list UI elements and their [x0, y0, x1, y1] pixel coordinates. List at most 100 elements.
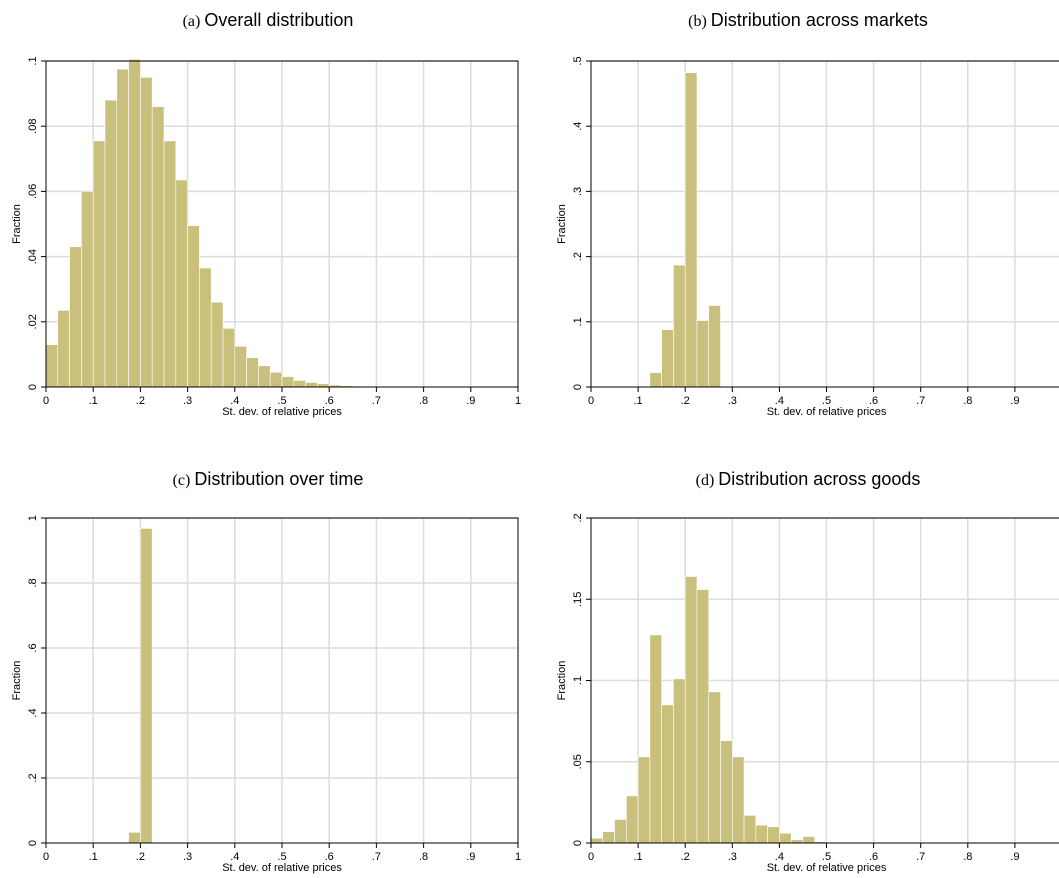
panel-title: (c) Distribution over time: [173, 469, 364, 489]
x-tick-label: .1: [89, 395, 98, 407]
x-tick-label: 0: [588, 395, 594, 407]
y-tick-label: .2: [572, 513, 584, 522]
x-tick-label: .4: [230, 851, 239, 863]
histogram-bar: [590, 837, 604, 844]
y-tick-label: .06: [27, 184, 39, 199]
histogram-bar: [128, 831, 141, 844]
panel-a: (a) Overall distribution 0 .1 .2 .3 .4 .5 .6 .7.…: [11, 10, 521, 418]
histogram-bar: [281, 376, 295, 388]
x-axis-label: St. dev. of relative prices: [222, 406, 342, 418]
histogram-bar: [673, 264, 686, 388]
histogram-bar: [731, 756, 745, 844]
x-tick-label: .4: [775, 851, 784, 863]
x-tick-label: .7: [372, 851, 381, 863]
x-axis-label: St. dev. of relative prices: [767, 862, 887, 874]
y-tick-label: .08: [27, 119, 39, 134]
x-tick-label: 0: [43, 395, 49, 407]
x-tick-label: .9: [466, 395, 475, 407]
panel-title-text: Distribution across markets: [711, 10, 928, 30]
y-axis-label: Fraction: [11, 661, 23, 701]
histogram-bar: [720, 740, 733, 844]
histogram-bar: [92, 140, 106, 388]
y-tick-label: 1: [27, 515, 39, 521]
x-tick-label: .5: [277, 395, 286, 407]
histogram-bar: [661, 329, 674, 388]
histogram-bar: [128, 59, 141, 388]
x-tick-label: .5: [277, 851, 286, 863]
y-tick-label: .4: [27, 708, 39, 717]
x-tick-label: .4: [230, 395, 239, 407]
panel-title: (d) Distribution across goods: [696, 469, 921, 489]
histogram-bar: [767, 826, 780, 844]
histogram-bar: [755, 824, 768, 844]
x-tick-label: .8: [419, 395, 428, 407]
x-tick-label: .8: [419, 851, 428, 863]
histogram-bar: [696, 589, 710, 844]
histogram-bar: [187, 225, 200, 388]
x-tick-label: .2: [136, 395, 145, 407]
histogram-bar: [140, 528, 153, 844]
histogram-bar: [258, 365, 271, 388]
y-tick-label: 0: [572, 384, 584, 390]
histogram-bar: [661, 704, 674, 844]
histogram-bar: [246, 357, 259, 388]
x-axis-label: St. dev. of relative prices: [222, 862, 342, 874]
y-tick-label: .1: [572, 676, 584, 685]
histogram-bar: [199, 267, 212, 388]
x-tick-label: .1: [89, 851, 98, 863]
x-tick-label: 1: [515, 395, 521, 407]
y-tick-label: .2: [572, 252, 584, 261]
y-tick-label: .2: [27, 773, 39, 782]
histogram-bar: [104, 99, 118, 388]
x-tick-label: .6: [869, 851, 878, 863]
histogram-bar: [649, 634, 662, 844]
histogram-bar: [673, 678, 686, 844]
histogram-bar: [708, 305, 721, 388]
histogram-bar: [684, 72, 698, 388]
panel-title-text: Distribution over time: [194, 469, 363, 489]
y-tick-label: .3: [572, 187, 584, 196]
y-tick-label: .4: [572, 122, 584, 131]
y-tick-label: 0: [572, 840, 584, 846]
panel-title-text: Overall distribution: [204, 10, 353, 30]
y-tick-label: 0: [27, 384, 39, 390]
histogram-bar: [779, 832, 792, 844]
histogram-bar: [116, 68, 129, 388]
x-tick-label: 0: [588, 851, 594, 863]
panel-letter: (b): [688, 13, 711, 30]
x-tick-label: .9: [1010, 851, 1019, 863]
panel-title: (a) Overall distribution: [183, 10, 354, 30]
histogram-bar: [602, 831, 615, 844]
y-tick-label: .05: [572, 754, 584, 769]
y-axis-label: Fraction: [556, 204, 568, 244]
histogram-bar: [649, 372, 662, 388]
x-tick-label: .9: [1010, 395, 1019, 407]
x-tick-label: .1: [634, 851, 643, 863]
x-tick-label: .5: [822, 851, 831, 863]
histogram-bar: [45, 344, 59, 388]
x-tick-label: .3: [728, 851, 737, 863]
x-tick-label: 0: [43, 851, 49, 863]
histogram-bar: [57, 310, 70, 388]
panel-title: (b) Distribution across markets: [688, 10, 928, 30]
histogram-bar: [293, 380, 306, 388]
y-tick-label: .15: [572, 592, 584, 607]
histogram-bar: [626, 795, 639, 844]
x-axis-label: St. dev. of relative prices: [767, 406, 887, 418]
panel-c: (c) Distribution over time 0 .1 .2 .3 .4 .5 .6.…: [11, 469, 521, 874]
x-tick-label: 1: [515, 851, 521, 863]
y-tick-label: .02: [27, 314, 39, 329]
x-tick-label: .2: [136, 851, 145, 863]
x-tick-label: .6: [325, 851, 334, 863]
y-tick-label: 0: [27, 840, 39, 846]
x-tick-label: .8: [963, 851, 972, 863]
histogram-bar: [175, 179, 188, 388]
y-axis-label: Fraction: [556, 661, 568, 701]
x-tick-label: .3: [183, 395, 192, 407]
x-tick-label: .7: [916, 851, 925, 863]
panel-d: (d) Distribution across goods 0 .1 .2 .3 .4 .5…: [556, 469, 1059, 874]
x-tick-label: .6: [325, 395, 334, 407]
histogram-bar: [696, 320, 710, 388]
histogram-bar: [637, 756, 651, 844]
